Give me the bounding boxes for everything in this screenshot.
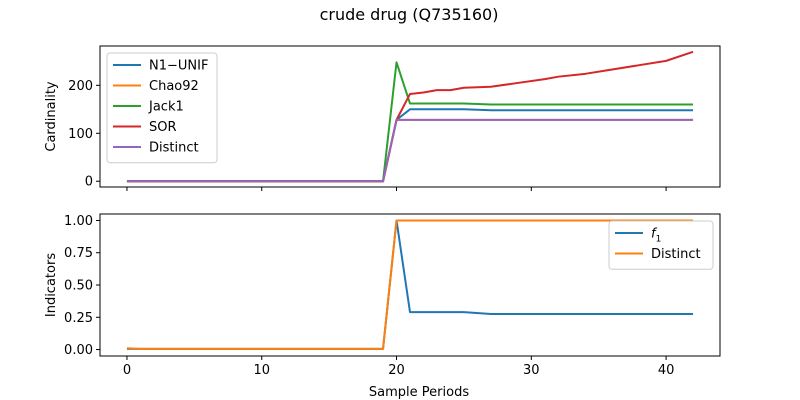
y-axis-label-0: Cardinality: [44, 81, 59, 152]
legend-label-1-0: f1: [651, 227, 661, 245]
plot-frame-0: [99, 45, 721, 188]
legend-label-0-0: N1−UNIF: [149, 59, 208, 74]
x-tick-label-1-2: 20: [388, 363, 405, 378]
indicators-chart: 0 10 20 30 40 0.00 0.25 0.50 0.75 1.00 Indicators S…: [44, 213, 721, 400]
series-line-1-1: [126, 219, 694, 350]
series-line-0-3: [126, 50, 694, 183]
y-axis-label-1: Indicators: [44, 253, 59, 317]
series-line-0-4: [126, 118, 694, 183]
y-tick-label-1-0: 0.00: [64, 343, 93, 358]
y-tick-label-1-3: 0.75: [64, 246, 93, 261]
legend-label-0-4: Distinct: [149, 141, 199, 156]
y-tick-label-0-0: 0: [85, 175, 93, 190]
legend-label-0-2: Jack1: [148, 100, 184, 115]
x-axis-label-1: Sample Periods: [369, 385, 469, 400]
legend-label-0-3: SOR: [149, 120, 177, 135]
x-tick-label-1-4: 40: [658, 363, 675, 378]
y-tick-label-1-4: 1.00: [64, 214, 93, 229]
legend-box-0: [106, 52, 218, 164]
legend-0: N1−UNIF Chao92 Jack1 SOR Distinct: [106, 52, 218, 164]
y-tick-label-0-1: 100: [68, 127, 93, 142]
legend-1: f1 Distinct: [608, 220, 714, 270]
y-tick-label-1-2: 0.50: [64, 279, 93, 294]
x-tick-label-1-1: 10: [253, 363, 270, 378]
series-line-1-0: [126, 219, 694, 350]
figure-title: crude drug (Q735160): [320, 5, 499, 24]
y-tick-label-1-1: 0.25: [64, 311, 93, 326]
x-tick-label-1-0: 0: [123, 363, 131, 378]
x-tick-label-1-3: 30: [523, 363, 540, 378]
y-tick-label-0-2: 200: [68, 79, 93, 94]
cardinality-chart: 0 100 200 Cardinality N1−UNIF Chao92 Jack1 SOR D…: [44, 45, 721, 191]
legend-label-0-1: Chao92: [149, 79, 199, 94]
legend-label-1-1: Distinct: [651, 247, 701, 262]
